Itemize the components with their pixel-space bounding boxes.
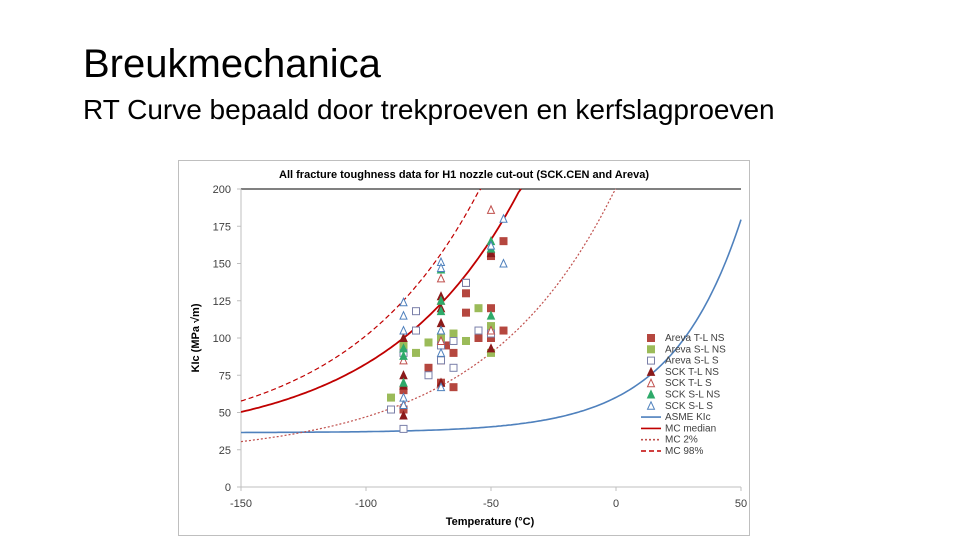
legend-swatch xyxy=(646,366,656,376)
y-tick-label: 100 xyxy=(213,333,231,345)
data-point xyxy=(449,336,458,345)
data-point xyxy=(486,247,496,258)
data-point xyxy=(399,310,408,320)
legend-swatch xyxy=(646,400,656,410)
data-point xyxy=(462,289,470,298)
data-point xyxy=(462,308,470,317)
legend-label: MC 2% xyxy=(665,435,698,446)
data-point xyxy=(412,326,420,335)
legend-label: SCK S-L NS xyxy=(665,390,721,401)
x-tick-label: 50 xyxy=(735,498,747,510)
data-point xyxy=(462,278,470,287)
data-point xyxy=(436,295,446,305)
data-point xyxy=(436,335,446,345)
data-point xyxy=(399,377,408,387)
data-point xyxy=(424,363,433,372)
x-tick-label: -50 xyxy=(483,498,499,510)
legend-label: ASME KIc xyxy=(665,412,711,423)
data-point xyxy=(486,343,496,353)
data-point xyxy=(436,273,446,283)
slide-title: Breukmechanica xyxy=(83,42,381,86)
data-point xyxy=(449,383,458,392)
data-point xyxy=(387,405,395,414)
data-point xyxy=(462,336,470,345)
curve-mc-98- xyxy=(240,188,482,402)
data-point xyxy=(412,307,420,316)
slide-subtitle: RT Curve bepaald door trekproeven en ker… xyxy=(83,94,775,125)
legend-label: Areva S-L S xyxy=(665,356,719,367)
data-point xyxy=(499,258,508,268)
data-point xyxy=(399,410,408,420)
series-areva-s-l-s xyxy=(387,278,495,433)
data-point xyxy=(424,338,433,347)
data-point xyxy=(436,305,446,316)
legend-swatch xyxy=(646,389,656,399)
data-point xyxy=(399,297,408,307)
data-point xyxy=(474,334,483,342)
data-point xyxy=(486,325,496,335)
data-point xyxy=(449,363,458,372)
legend-swatch xyxy=(647,356,655,365)
y-tick-label: 0 xyxy=(225,482,231,494)
data-point xyxy=(399,424,408,433)
legend-swatch xyxy=(647,345,655,354)
data-point xyxy=(436,381,446,392)
data-point xyxy=(474,304,483,313)
y-tick-label: 175 xyxy=(213,221,231,233)
data-point xyxy=(449,348,458,357)
data-point xyxy=(474,326,483,335)
data-point xyxy=(424,371,433,380)
x-tick-label: 0 xyxy=(613,498,619,510)
data-point xyxy=(449,329,458,338)
x-tick-label: -150 xyxy=(230,498,252,510)
data-point xyxy=(399,350,408,360)
curve-mc-median xyxy=(240,188,522,413)
y-tick-label: 75 xyxy=(219,370,231,382)
legend-label: SCK T-L NS xyxy=(665,367,719,378)
legend-label: Areva S-L NS xyxy=(665,344,726,355)
legend-swatch xyxy=(647,334,655,342)
data-point xyxy=(399,343,408,353)
data-point xyxy=(399,399,408,410)
legend-label: MC median xyxy=(665,423,716,434)
data-point xyxy=(399,325,408,335)
data-point xyxy=(412,348,420,357)
y-tick-label: 125 xyxy=(213,296,231,308)
chart-title: All fracture toughness data for H1 nozzl… xyxy=(279,169,649,181)
y-tick-label: 200 xyxy=(213,184,231,196)
legend-label: MC 98% xyxy=(665,446,703,457)
data-point xyxy=(399,332,408,342)
data-point xyxy=(436,347,446,357)
data-point xyxy=(437,356,445,365)
y-tick-label: 150 xyxy=(213,259,231,271)
x-tick-label: -100 xyxy=(355,498,377,510)
legend-label: Areva T-L NS xyxy=(665,333,725,344)
y-axis-label: KIc (MPa √m) xyxy=(190,303,202,372)
legend-label: SCK T-L S xyxy=(665,378,712,389)
data-point xyxy=(499,237,508,246)
x-axis-label: Temperature (°C) xyxy=(446,516,535,528)
series-sck-s-l-s xyxy=(399,213,508,410)
data-point xyxy=(486,204,496,214)
data-point xyxy=(486,240,496,250)
data-point xyxy=(399,355,408,365)
legend-label: SCK S-L S xyxy=(665,401,713,412)
curve-asme-kic xyxy=(241,219,742,434)
data-point xyxy=(436,262,446,272)
legend-swatch xyxy=(646,378,656,388)
y-tick-label: 25 xyxy=(219,445,231,457)
y-tick-label: 50 xyxy=(219,408,231,420)
data-point xyxy=(499,326,508,335)
data-point xyxy=(499,213,508,223)
data-point xyxy=(486,310,496,320)
plot-area: 0 25 50 75 100 125 150 175 200 -150 -100 -50 0 50 xyxy=(213,184,747,510)
data-point xyxy=(436,325,446,335)
data-point xyxy=(387,393,395,402)
chart-frame: All fracture toughness data for H1 nozzl… xyxy=(178,160,750,536)
fracture-toughness-chart: All fracture toughness data for H1 nozzl… xyxy=(190,169,747,528)
